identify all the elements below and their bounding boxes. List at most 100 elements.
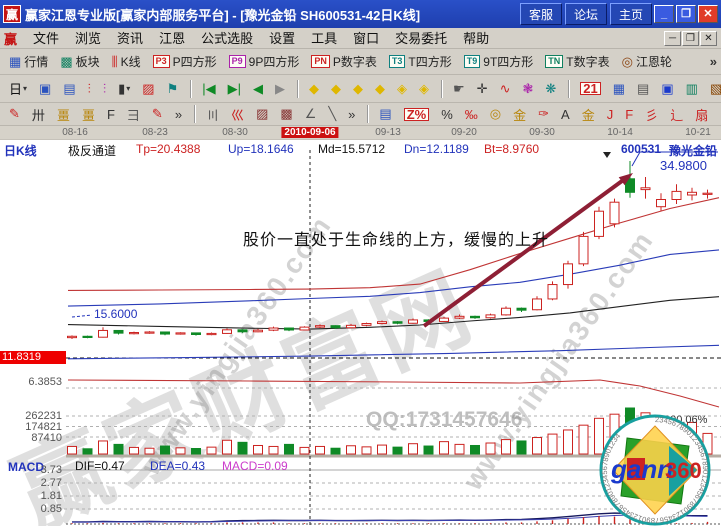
mdi-restore-button[interactable]: ❐ xyxy=(682,30,699,46)
sectors-button[interactable]: ▩ 板块 xyxy=(55,51,104,72)
gann-arrow-up-button[interactable]: ◆ xyxy=(348,79,368,99)
trend-channel-tool-button[interactable]: 辶 xyxy=(665,103,688,126)
next-bar-button[interactable]: ▶ xyxy=(270,79,290,99)
mark-pen-tool-button[interactable]: ✑ xyxy=(533,104,554,124)
box-tool-button[interactable]: 凵 xyxy=(715,103,721,126)
pen-tool-button[interactable]: ✎ xyxy=(147,104,168,124)
spiral-tool-button[interactable]: 彐 xyxy=(122,103,145,126)
gann-arrow-left-button[interactable]: ◆ xyxy=(304,79,324,99)
calculator-button[interactable]: ▦ xyxy=(608,79,630,99)
menu-news[interactable]: 资讯 xyxy=(117,31,144,46)
menu-window[interactable]: 窗口 xyxy=(353,31,380,46)
menu-file[interactable]: 文件 xyxy=(33,31,60,46)
date-label[interactable]: 10-21 xyxy=(685,127,711,138)
bars-small-button[interactable]: ⫶ xyxy=(83,79,96,99)
menu-trade-entrust[interactable]: 交易委托 xyxy=(395,31,448,46)
gann-circle-tool-button[interactable]: ◎ xyxy=(485,104,506,124)
mdi-minimize-button[interactable]: ─ xyxy=(664,30,681,46)
wave-tool-button[interactable]: ❋ xyxy=(540,79,561,99)
home-button[interactable]: 主页 xyxy=(610,3,652,25)
period-label[interactable]: 日K线 xyxy=(4,144,37,158)
date-label[interactable]: 09-13 xyxy=(375,127,401,138)
fan-tool-button[interactable]: 扇 xyxy=(690,103,713,126)
flag-button[interactable]: ⚑ xyxy=(162,79,184,99)
zoom-window-button[interactable]: ▣ xyxy=(34,79,56,99)
close-button[interactable]: ✕ xyxy=(698,5,718,23)
macd-pane-label[interactable]: MACD xyxy=(8,460,44,474)
gann-arrow-down-button[interactable]: ◆ xyxy=(370,79,390,99)
trend-line-tool-button[interactable]: ╲ xyxy=(323,104,341,124)
menu-settings[interactable]: 设置 xyxy=(269,31,296,46)
mdi-close-button[interactable]: ✕ xyxy=(700,30,717,46)
date-label[interactable]: 08-23 xyxy=(142,127,168,138)
info-view-button[interactable]: ▤ xyxy=(58,79,80,99)
export-button[interactable]: ▥ xyxy=(681,79,703,99)
a-angle-tool-button[interactable]: A xyxy=(556,105,575,124)
print-button[interactable]: ▧ xyxy=(705,79,721,99)
gann-arrow-h-button[interactable]: ◈ xyxy=(392,79,412,99)
forum-button[interactable]: 论坛 xyxy=(565,3,607,25)
last-page-button[interactable]: ▶| xyxy=(223,79,246,99)
gann-wheel-button[interactable]: ◎ 江恩轮 xyxy=(617,51,677,72)
p-number-table-button[interactable]: PN P数字表 xyxy=(306,51,382,72)
cross-tool-button[interactable]: ✛ xyxy=(472,79,493,99)
restore-button[interactable]: ❐ xyxy=(676,5,696,23)
gold-grid-tool-button[interactable]: 畺 xyxy=(52,103,75,126)
9p-square-button[interactable]: P9 9P四方形 xyxy=(224,51,305,72)
quotes-button[interactable]: ▦ 行情 xyxy=(4,51,53,72)
brush-tool-button[interactable]: ✎ xyxy=(4,104,25,124)
angle-line-tool-button[interactable]: ∠ xyxy=(300,104,322,124)
first-page-button[interactable]: |◀ xyxy=(197,79,220,99)
pattern-tool-button[interactable]: ❃ xyxy=(517,79,538,99)
menu-tools[interactable]: 工具 xyxy=(311,31,338,46)
gann-arrow-v-button[interactable]: ◈ xyxy=(414,79,434,99)
t-square-button[interactable]: T3 T四方形 xyxy=(384,51,457,72)
toolbar-more-chevron[interactable]: » xyxy=(709,54,717,69)
hand-tool-button[interactable]: ☛ xyxy=(448,79,470,99)
kline-button[interactable]: ⫼ K线 xyxy=(107,51,146,72)
calendar-button[interactable]: 21 xyxy=(575,80,605,97)
chart-panel-tool-button[interactable]: ▤ xyxy=(374,104,396,124)
hatch2-tool-button[interactable]: ▩ xyxy=(275,104,297,124)
date-label[interactable]: 10-14 xyxy=(607,127,633,138)
menu-gann[interactable]: 江恩 xyxy=(159,31,186,46)
more-draw-2-button[interactable]: » xyxy=(343,105,360,124)
frame-tool-button[interactable]: 〣 xyxy=(201,103,224,126)
customer-service-button[interactable]: 客服 xyxy=(520,3,562,25)
save-button[interactable]: ▣ xyxy=(656,79,678,99)
more-draw-1-button[interactable]: » xyxy=(170,105,187,124)
f-line-tool-button[interactable]: F xyxy=(620,105,638,124)
j-line-tool-button[interactable]: J xyxy=(602,105,619,124)
period-day-button[interactable]: 日 ▾ xyxy=(4,77,32,100)
rays-tool-button[interactable]: 巛 xyxy=(226,103,249,126)
p-square-button[interactable]: P3 P四方形 xyxy=(148,51,222,72)
9t-square-button[interactable]: T9 9T四方形 xyxy=(459,51,539,72)
date-label[interactable]: 09-30 xyxy=(529,127,555,138)
gann-arrow-right-button[interactable]: ◆ xyxy=(326,79,346,99)
measure-tool-button[interactable]: ∿ xyxy=(495,79,516,99)
hatch-tool-button[interactable]: ▨ xyxy=(251,104,273,124)
menu-browse[interactable]: 浏览 xyxy=(75,31,102,46)
gold-grid2-tool-button[interactable]: 畺 xyxy=(77,103,100,126)
fib-tool-button[interactable]: F xyxy=(102,105,120,124)
date-label[interactable]: 08-30 xyxy=(222,127,248,138)
minimize-button[interactable]: _ xyxy=(654,5,674,23)
prev-bar-button[interactable]: ◀ xyxy=(248,79,268,99)
grid-tool-button[interactable]: 卅 xyxy=(27,103,50,126)
menu-help[interactable]: 帮助 xyxy=(463,31,490,46)
menu-formula-stock-pick[interactable]: 公式选股 xyxy=(201,31,254,46)
notebook-button[interactable]: ▤ xyxy=(632,79,654,99)
bars-large-button[interactable]: ⫶ xyxy=(98,79,111,99)
ray-fan-tool-button[interactable]: 彡 xyxy=(640,103,663,126)
date-label-selected[interactable]: 2010-09-06 xyxy=(281,127,339,138)
zpercent-tool-button[interactable]: Z% xyxy=(399,106,435,123)
candle-style-button[interactable]: ▮ ▾ xyxy=(113,79,135,99)
date-label[interactable]: 09-20 xyxy=(451,127,477,138)
t-number-table-button[interactable]: TN T数字表 xyxy=(540,51,614,72)
gold-ratio-tool-button[interactable]: 金 xyxy=(508,103,531,126)
date-label[interactable]: 08-16 xyxy=(62,127,88,138)
permille-tool-button[interactable]: ‰ xyxy=(460,105,483,124)
kline-pattern-button[interactable]: ▨ xyxy=(137,79,159,99)
percent-tool-button[interactable]: % xyxy=(436,105,458,124)
indicator-name[interactable]: 极反通道 xyxy=(68,144,117,158)
